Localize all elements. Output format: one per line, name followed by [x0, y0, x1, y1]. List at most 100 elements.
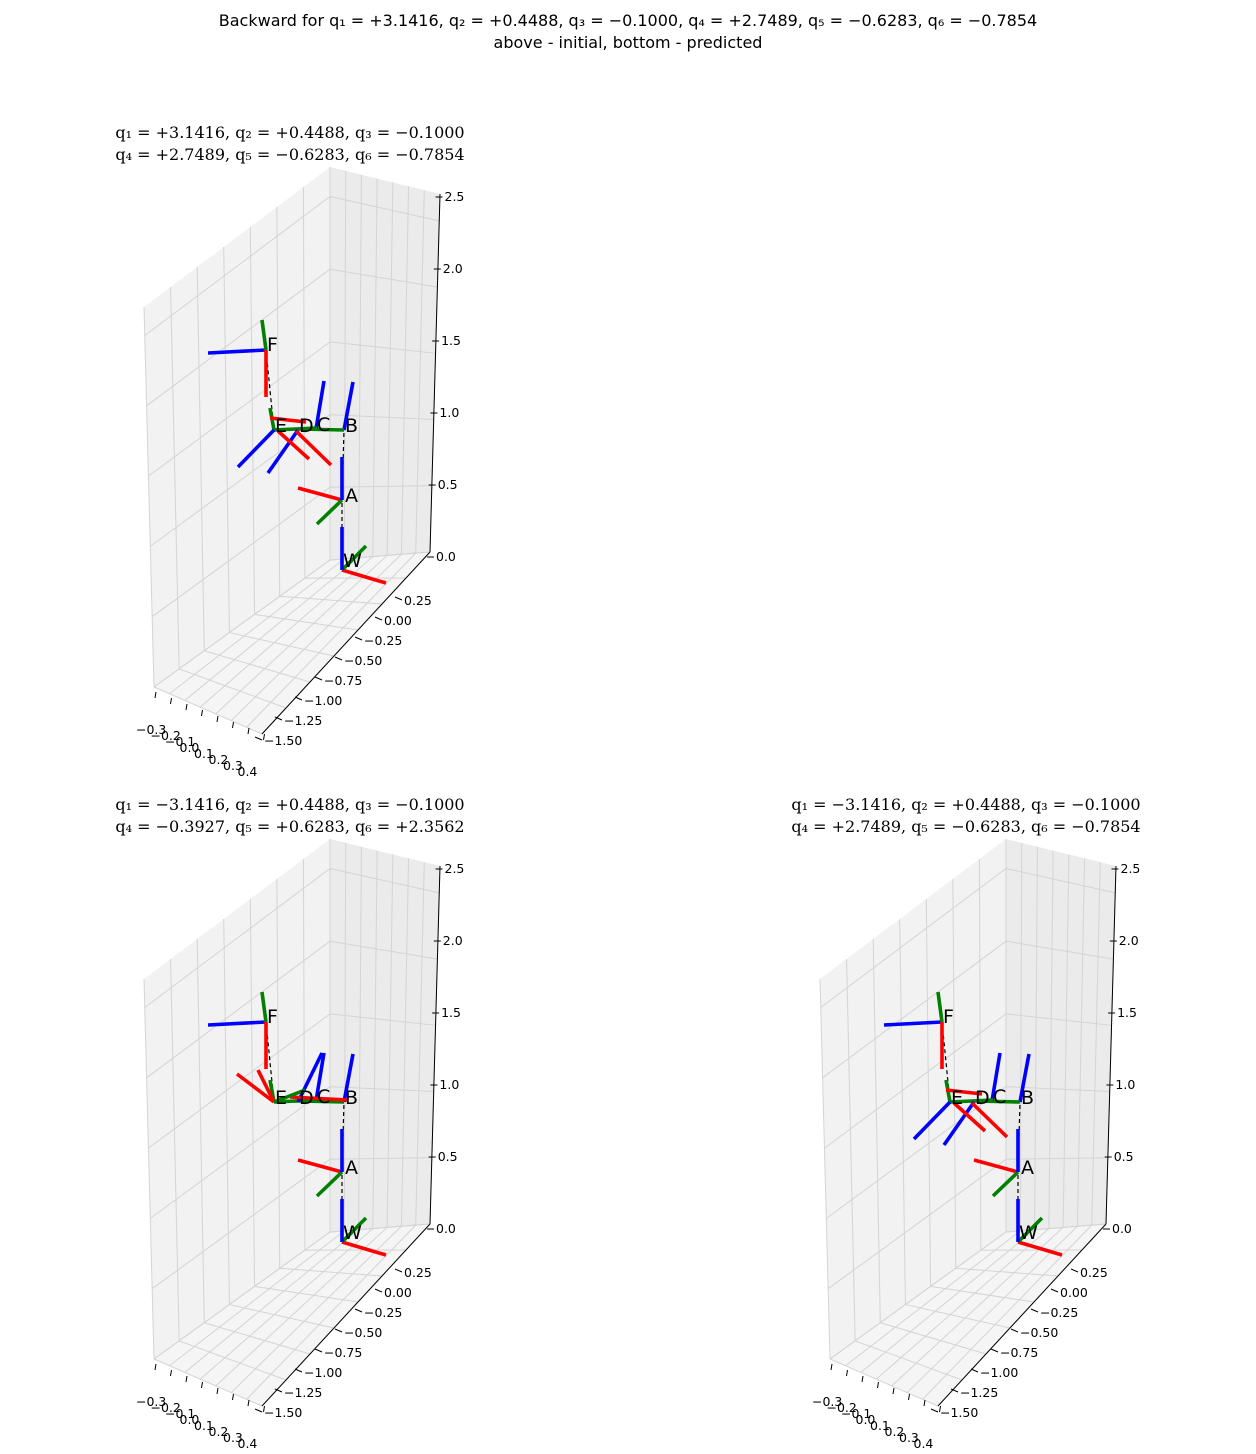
- grid-line: [358, 846, 362, 1230]
- y-tick-label: −0.50: [1020, 1325, 1058, 1340]
- grid-line: [922, 1224, 1093, 1400]
- frame-c-x: [269, 416, 307, 424]
- joint-label-c: C: [993, 1086, 1006, 1108]
- grid-line: [329, 195, 440, 222]
- grid-line: [276, 878, 281, 1269]
- grid-line: [199, 1228, 374, 1380]
- x-tick: [908, 1393, 910, 1401]
- panel-title-line1: q₁ = −3.1416, q₂ = +0.4488, q₃ = −0.1000: [791, 795, 1141, 814]
- grid-line: [148, 1013, 331, 1149]
- x-tick-label: −0.3: [136, 1394, 166, 1409]
- y-tick: [950, 1388, 959, 1393]
- z-axis-line: [1105, 865, 1117, 1225]
- panel-title-line1: q₁ = −3.1416, q₂ = +0.4488, q₃ = −0.1000: [115, 795, 465, 814]
- y-tick-label: −1.25: [284, 1385, 322, 1400]
- back-pane: [330, 839, 440, 1232]
- frame-f-y: [260, 991, 268, 1023]
- y-tick: [1050, 1288, 1059, 1293]
- x-tick: [216, 715, 219, 723]
- grid-line: [820, 868, 1007, 1008]
- y-tick: [274, 1388, 283, 1393]
- z-tick-label: 0.5: [438, 477, 458, 492]
- frame-f-z: [207, 1020, 267, 1027]
- grid-line: [143, 978, 155, 1360]
- grid-line: [829, 1231, 1007, 1360]
- x-tick: [201, 1381, 203, 1389]
- frame-e-y: [949, 1098, 994, 1104]
- axes-box: 2.5 2.0 1.5 1.0 0.5 0.0 0.25 0.00 −0.25 −0.50 −0.7…: [812, 839, 1140, 1451]
- frame-a-x: [973, 1158, 1019, 1174]
- grid-line: [329, 485, 432, 488]
- joint-label-e: E: [275, 415, 287, 437]
- grid-line: [153, 1231, 331, 1360]
- robot-3d-plot: 2.5 2.0 1.5 1.0 0.5 0.0 0.25 0.00 −0.25 −0.50 −0.7…: [136, 839, 464, 1451]
- y-tick: [394, 596, 403, 601]
- z-tick-label: 1.0: [439, 1077, 459, 1092]
- x-tick-label: 0.3: [223, 1430, 243, 1445]
- frame-c-z: [314, 1052, 326, 1102]
- grid-line: [906, 1225, 1078, 1393]
- z-tick-label: 0.0: [436, 1221, 456, 1236]
- grid-line: [1091, 862, 1101, 1226]
- x-tick: [216, 1387, 219, 1395]
- grid-line: [170, 958, 180, 1341]
- grid-line: [343, 842, 347, 1231]
- grid-line: [846, 958, 856, 1341]
- joint-label-w: W: [343, 550, 362, 572]
- frame-e-x: [276, 429, 311, 461]
- frame-e-y: [273, 426, 318, 432]
- grid-line: [400, 186, 410, 555]
- grid-line: [199, 556, 374, 708]
- frame-a-x: [297, 1158, 343, 1174]
- x-tick-label: −0.2: [151, 1400, 181, 1415]
- joint-label-f: F: [267, 1006, 278, 1028]
- back-pane: [1006, 839, 1116, 1232]
- grid-line: [343, 170, 347, 559]
- y-tick: [1070, 1268, 1079, 1273]
- x-tick-label: 0.4: [914, 1436, 934, 1451]
- x-tick: [263, 1405, 265, 1413]
- grid-line: [978, 858, 982, 1251]
- x-tick: [170, 1369, 172, 1377]
- x-tick-label: −0.1: [841, 1406, 871, 1421]
- z-tick-label: 1.5: [1117, 1005, 1137, 1020]
- y-axis-line: [937, 1223, 1107, 1407]
- x-tick: [232, 1393, 234, 1401]
- frame-f-z: [883, 1020, 943, 1027]
- grid-line: [170, 286, 180, 669]
- frame-a-y: [315, 1170, 344, 1198]
- frame-e-x: [952, 1101, 987, 1133]
- joint-label-e: E: [275, 1087, 287, 1109]
- figure-title: Backward for q₁ = +3.1416, q₂ = +0.4488,…: [0, 10, 1256, 54]
- y-tick-label: −0.50: [344, 653, 382, 668]
- z-tick-label: 0.0: [1112, 1221, 1132, 1236]
- z-tick-label: 2.0: [443, 933, 463, 948]
- left-pane: [820, 839, 1006, 1359]
- grid-line: [230, 1225, 402, 1393]
- grid-line: [196, 266, 205, 651]
- grid-line: [824, 1013, 1007, 1149]
- grid-line: [1034, 846, 1038, 1230]
- grid-line: [415, 190, 425, 554]
- z-tick-label: 0.5: [438, 1149, 458, 1164]
- y-tick-label: 0.25: [1080, 1265, 1108, 1280]
- grid-line: [146, 268, 331, 407]
- joint-label-d: D: [299, 1087, 314, 1109]
- frame-b-z: [342, 381, 355, 431]
- grid-line: [144, 196, 331, 336]
- y-tick-label: −1.50: [264, 733, 302, 748]
- grid-line: [860, 1229, 1035, 1373]
- x-tick-label: 0.3: [899, 1430, 919, 1445]
- frame-c-z: [314, 380, 326, 430]
- frame-c-z: [990, 1052, 1002, 1102]
- frame-a-y: [315, 498, 344, 526]
- x-tick: [170, 697, 172, 705]
- grid-line: [822, 940, 1007, 1079]
- z-tick-label: 1.0: [439, 405, 459, 420]
- x-tick: [861, 1375, 864, 1383]
- x-tick-label: 0.0: [180, 1412, 200, 1427]
- grid-line: [386, 854, 394, 1228]
- grid-line: [386, 182, 394, 556]
- joint-label-b: B: [345, 1087, 358, 1109]
- frame-d-z: [942, 1100, 976, 1147]
